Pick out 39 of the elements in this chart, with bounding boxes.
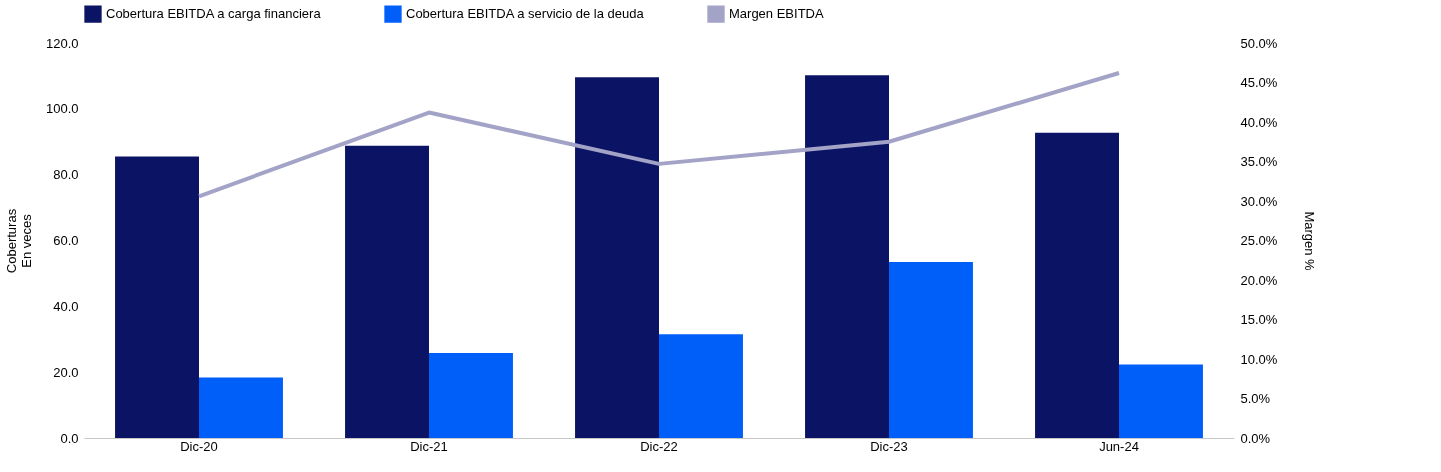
- y2-tick-label: 15.0%: [1240, 312, 1278, 327]
- y2-tick-label: 50.0%: [1240, 35, 1278, 51]
- bar: [429, 353, 513, 438]
- legend-label: Margen EBITDA: [729, 6, 824, 22]
- bar: [199, 377, 283, 438]
- y2-axis-title: Margen %: [1302, 211, 1318, 272]
- y2-tick-label: 45.0%: [1240, 75, 1278, 90]
- bar: [1119, 364, 1203, 438]
- bar: [575, 77, 659, 438]
- y2-tick-label: 20.0%: [1240, 272, 1278, 288]
- legend-label: Cobertura EBITDA a carga financiera: [106, 6, 322, 22]
- y-tick-label: 100.0: [45, 101, 79, 117]
- x-tick-label: Dic-22: [640, 438, 678, 454]
- y2-tick-label: 25.0%: [1240, 233, 1278, 248]
- y2-tick-label: 40.0%: [1240, 114, 1278, 130]
- y-tick-label: 0.0: [60, 430, 79, 446]
- bar: [345, 145, 429, 438]
- y2-tick-label: 5.0%: [1240, 391, 1271, 406]
- y2-tick-label: 35.0%: [1240, 154, 1278, 169]
- x-tick-label: Dic-20: [180, 438, 218, 454]
- bar: [1035, 132, 1119, 438]
- bar: [115, 156, 199, 438]
- bar: [805, 75, 889, 438]
- y-axis-title: Coberturas En veces: [3, 208, 34, 274]
- x-tick-label: Dic-23: [870, 438, 908, 454]
- y2-tick-label: 30.0%: [1240, 193, 1278, 209]
- legend-label: Cobertura EBITDA a servicio de la deuda: [406, 6, 645, 22]
- y2-tick-label: 0.0%: [1240, 430, 1271, 446]
- x-tick-label: Dic-21: [410, 438, 448, 454]
- bar: [889, 261, 973, 438]
- x-tick-label: Jun-24: [1099, 438, 1139, 454]
- y-tick-label: 80.0: [53, 167, 79, 183]
- y2-tick-label: 10.0%: [1240, 351, 1278, 367]
- y-tick-label: 120.0: [45, 35, 79, 51]
- bar: [659, 334, 743, 438]
- line-series: [197, 71, 1121, 199]
- y-tick-label: 60.0: [53, 233, 79, 248]
- y-tick-label: 40.0: [53, 298, 79, 314]
- y-tick-label: 20.0: [53, 364, 79, 380]
